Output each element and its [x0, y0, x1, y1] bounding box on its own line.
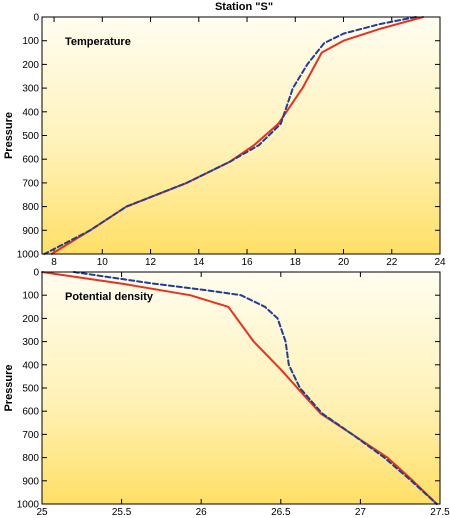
y-tick-label: 1000 [17, 250, 40, 261]
density-annotation: Potential density [65, 291, 154, 303]
x-tick-label: 26.5 [271, 507, 291, 518]
y-tick-label: 1000 [17, 500, 40, 511]
y-tick-label: 800 [22, 453, 39, 464]
y-tick-label: 700 [22, 430, 39, 441]
x-tick-label: 8 [51, 257, 57, 268]
x-tick-label: 14 [193, 257, 205, 268]
y-tick-label: 0 [33, 13, 39, 24]
x-tick-label: 24 [434, 257, 446, 268]
x-tick-label: 25.5 [112, 507, 132, 518]
y-tick-label: 500 [22, 384, 39, 395]
y-tick-label: 200 [22, 314, 39, 325]
y-tick-label: 900 [22, 226, 39, 237]
y-tick-label: 300 [22, 337, 39, 348]
x-tick-label: 12 [145, 257, 157, 268]
density-plot-area [42, 272, 440, 504]
chart-title: Station "S" [215, 1, 273, 13]
y-tick-label: 200 [22, 60, 39, 71]
x-tick-label: 27.5 [430, 507, 450, 518]
temperature-axes-frame [41, 16, 441, 255]
x-tick-label: 18 [290, 257, 302, 268]
y-tick-label: 400 [22, 360, 39, 371]
x-tick-label: 27 [355, 507, 367, 518]
y-tick-label: 600 [22, 407, 39, 418]
x-tick-label: 16 [241, 257, 253, 268]
y-tick-label: 700 [22, 178, 39, 189]
temperature-series-dashed [43, 16, 417, 255]
density-series-solid [41, 271, 438, 505]
y-tick-label: 400 [22, 107, 39, 118]
x-tick-label: 20 [338, 257, 350, 268]
y-tick-label: 600 [22, 155, 39, 166]
x-tick-label: 10 [97, 257, 109, 268]
y-tick-label: 0 [33, 268, 39, 279]
y-tick-label: 900 [22, 476, 39, 487]
density-y-axis-label: Pressure [3, 364, 15, 411]
temperature-y-axis-label: Pressure [3, 112, 15, 159]
y-tick-label: 300 [22, 84, 39, 95]
y-tick-label: 500 [22, 131, 39, 142]
x-tick-label: 25 [36, 507, 48, 518]
y-tick-label: 100 [22, 291, 39, 302]
temperature-annotation: Temperature [65, 36, 131, 48]
temperature-plot-area [42, 17, 440, 254]
x-tick-label: 26 [196, 507, 208, 518]
x-tick-label: 22 [386, 257, 398, 268]
density-axes-frame [41, 271, 441, 505]
temperature-panel: 0 100 200 300 400 500 600 700 800 900 1000 8 10 12 14 1… [3, 13, 446, 269]
y-tick-label: 100 [22, 36, 39, 47]
density-series-dashed [72, 271, 438, 505]
y-tick-label: 800 [22, 202, 39, 213]
